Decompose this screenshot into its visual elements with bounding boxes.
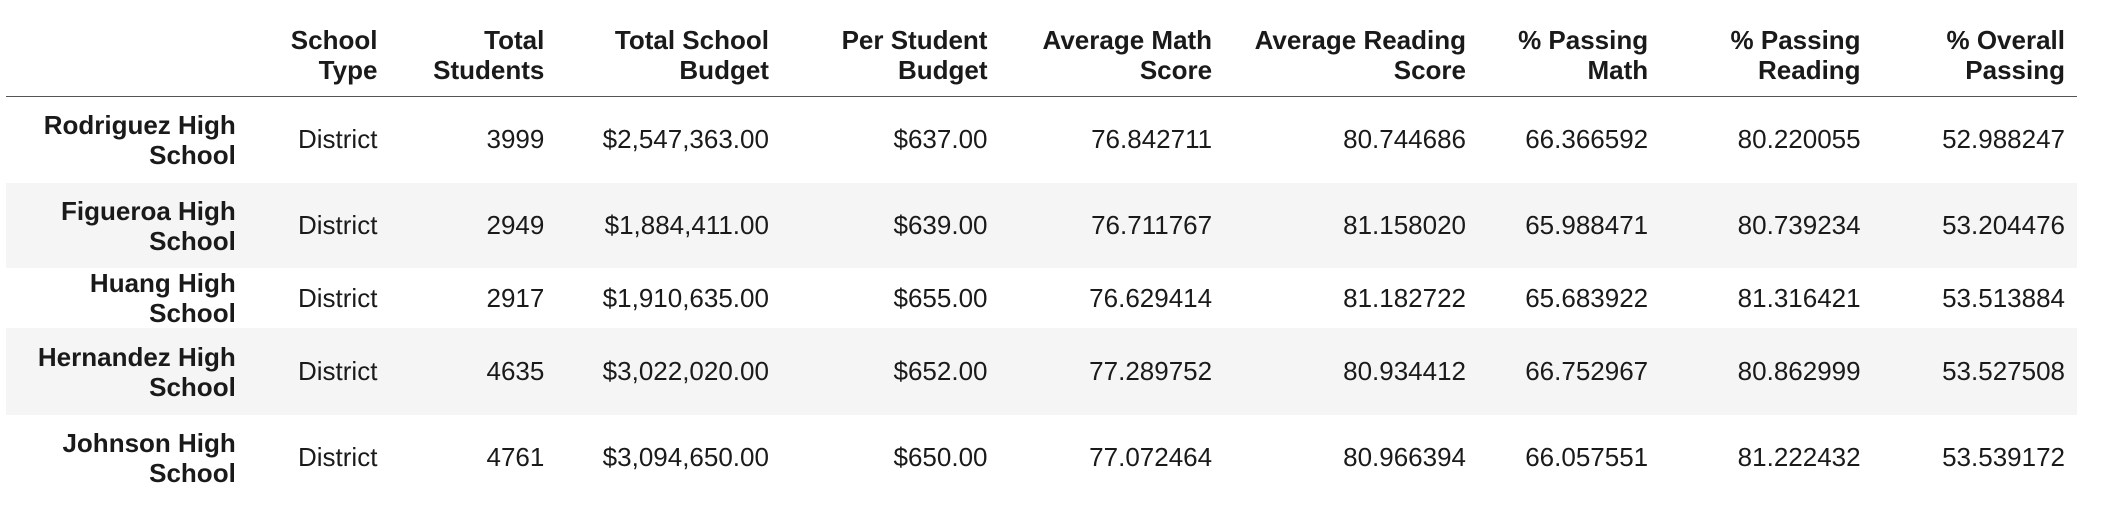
passing-reading-cell: 81.222432 — [1737, 442, 1861, 472]
column-header-total-students: Total Students — [389, 14, 557, 97]
average-reading-cell: 80.744686 — [1343, 124, 1467, 155]
per-student-budget-cell: $652.00 — [893, 356, 988, 386]
column-header-average-reading-score: Average Reading Score — [1224, 14, 1479, 97]
table-row: Rodriguez High School District 3999 $2,5… — [6, 96, 2077, 183]
overall-passing-cell: 52.988247 — [1942, 124, 2065, 155]
total-budget-cell: $3,022,020.00 — [602, 356, 769, 386]
passing-reading-cell: 80.220055 — [1737, 124, 1861, 155]
row-index-label: Figueroa High School — [61, 195, 236, 256]
passing-math-cell: 66.752967 — [1525, 356, 1649, 386]
total-budget-cell: $2,547,363.00 — [602, 124, 769, 155]
column-header-per-student-budget: Per Student Budget — [780, 14, 1000, 97]
passing-reading-cell: 80.862999 — [1737, 356, 1861, 386]
average-reading-cell: 80.934412 — [1343, 356, 1467, 386]
passing-math-cell: 66.057551 — [1525, 442, 1649, 472]
per-student-budget-cell: $650.00 — [893, 442, 988, 472]
row-index-label: Hernandez High School — [37, 341, 236, 402]
table-body: Rodriguez High School District 3999 $2,5… — [6, 96, 2077, 500]
column-header-school-type: School Type — [247, 14, 390, 97]
per-student-budget-cell: $655.00 — [893, 282, 988, 313]
average-reading-cell: 81.182722 — [1343, 282, 1467, 313]
row-index-label: Johnson High School — [62, 427, 236, 488]
school-type-cell: District — [298, 282, 378, 313]
average-math-cell: 77.072464 — [1089, 442, 1213, 472]
total-students-cell: 4761 — [486, 442, 545, 472]
average-reading-cell: 80.966394 — [1343, 442, 1467, 472]
table-row: Figueroa High School District 2949 $1,88… — [6, 183, 2077, 268]
header-row: School Type Total Students Total School … — [6, 14, 2077, 97]
passing-reading-cell: 81.316421 — [1737, 282, 1861, 313]
passing-math-cell: 65.988471 — [1525, 210, 1649, 240]
per-student-budget-cell: $637.00 — [893, 124, 988, 155]
table-row: Hernandez High School District 4635 $3,0… — [6, 328, 2077, 415]
total-budget-cell: $3,094,650.00 — [602, 442, 769, 472]
overall-passing-cell: 53.513884 — [1942, 282, 2065, 313]
table-row: Huang High School District 2917 $1,910,6… — [6, 268, 2077, 328]
total-students-cell: 2949 — [486, 210, 545, 240]
school-type-cell: District — [298, 210, 378, 240]
column-header-overall-passing: % Overall Passing — [1872, 14, 2077, 97]
table-header: School Type Total Students Total School … — [6, 14, 2077, 97]
average-math-cell: 77.289752 — [1089, 356, 1213, 386]
overall-passing-cell: 53.527508 — [1942, 356, 2065, 386]
school-type-cell: District — [298, 124, 378, 155]
average-math-cell: 76.629414 — [1089, 282, 1213, 313]
school-type-cell: District — [298, 356, 378, 386]
total-budget-cell: $1,884,411.00 — [604, 210, 769, 240]
total-students-cell: 2917 — [486, 282, 545, 313]
total-students-cell: 4635 — [486, 356, 545, 386]
index-header — [6, 14, 248, 97]
overall-passing-cell: 53.539172 — [1942, 442, 2065, 472]
school-type-cell: District — [298, 442, 378, 472]
average-reading-cell: 81.158020 — [1343, 210, 1467, 240]
school-summary-table: School Type Total Students Total School … — [6, 14, 2077, 500]
table-row: Johnson High School District 4761 $3,094… — [6, 415, 2077, 500]
average-math-cell: 76.842711 — [1091, 124, 1213, 155]
passing-math-cell: 65.683922 — [1525, 282, 1649, 313]
average-math-cell: 76.711767 — [1091, 210, 1213, 240]
total-students-cell: 3999 — [486, 124, 545, 155]
column-header-average-math-score: Average Math Score — [999, 14, 1225, 97]
passing-reading-cell: 80.739234 — [1737, 210, 1861, 240]
row-index-label: Rodriguez High School — [43, 109, 236, 170]
column-header-total-school-budget: Total School Budget — [556, 14, 781, 97]
overall-passing-cell: 53.204476 — [1942, 210, 2065, 240]
passing-math-cell: 66.366592 — [1525, 124, 1649, 155]
row-index-label: Huang High School — [89, 268, 236, 328]
per-student-budget-cell: $639.00 — [893, 210, 988, 240]
column-header-passing-reading: % Passing Reading — [1660, 14, 1873, 97]
total-budget-cell: $1,910,635.00 — [602, 282, 769, 313]
column-header-passing-math: % Passing Math — [1478, 14, 1661, 97]
